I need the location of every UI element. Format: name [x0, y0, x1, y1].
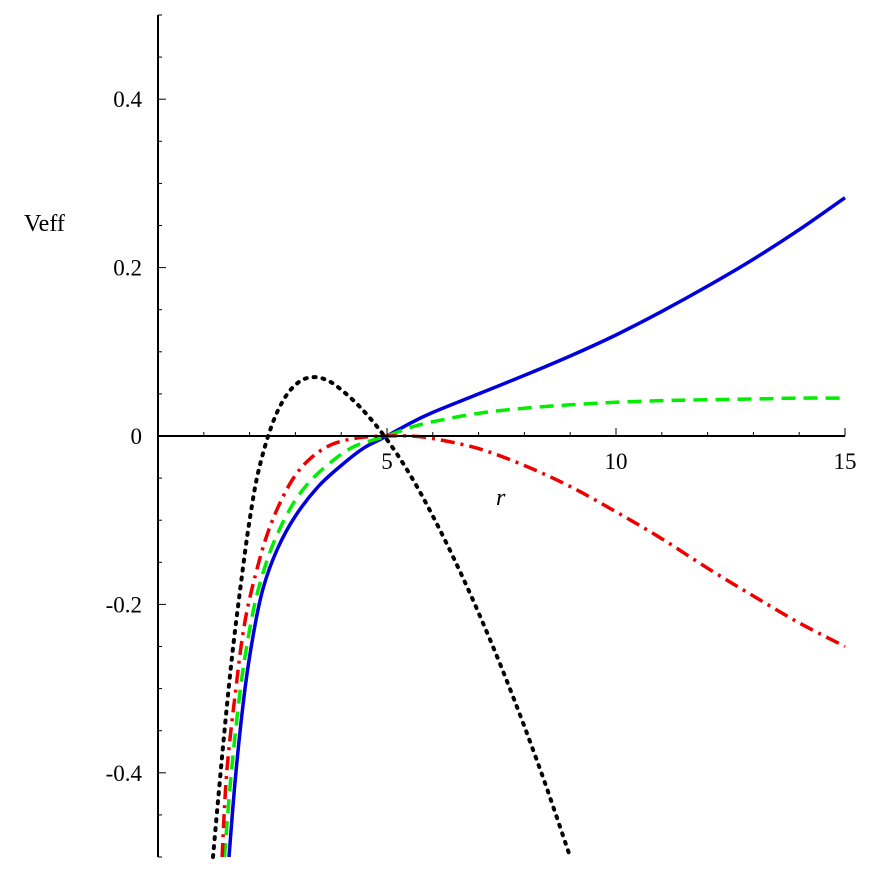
y-tick-label: -0.4 — [106, 761, 143, 786]
y-axis-label: Veff — [24, 211, 65, 237]
y-tick-label: -0.2 — [106, 592, 142, 617]
y-tick-label: 0.4 — [113, 87, 142, 112]
x-tick-label: 5 — [381, 449, 393, 474]
y-tick-label: 0.2 — [113, 256, 142, 281]
series-line-4-dot — [211, 375, 573, 859]
x-axis-label: r — [496, 485, 506, 511]
x-tick-label: 15 — [834, 449, 857, 474]
series-line-3-dashdot — [220, 433, 846, 858]
series-line-2-dash — [222, 396, 846, 858]
tick-layer: 5 10 15 -0.4 -0.2 0 0.2 0.4 — [106, 14, 857, 858]
x-tick-label: 10 — [605, 449, 628, 474]
y-tick-label: 0 — [131, 424, 143, 449]
axis-layer — [157, 15, 845, 857]
series-layer — [211, 196, 847, 859]
